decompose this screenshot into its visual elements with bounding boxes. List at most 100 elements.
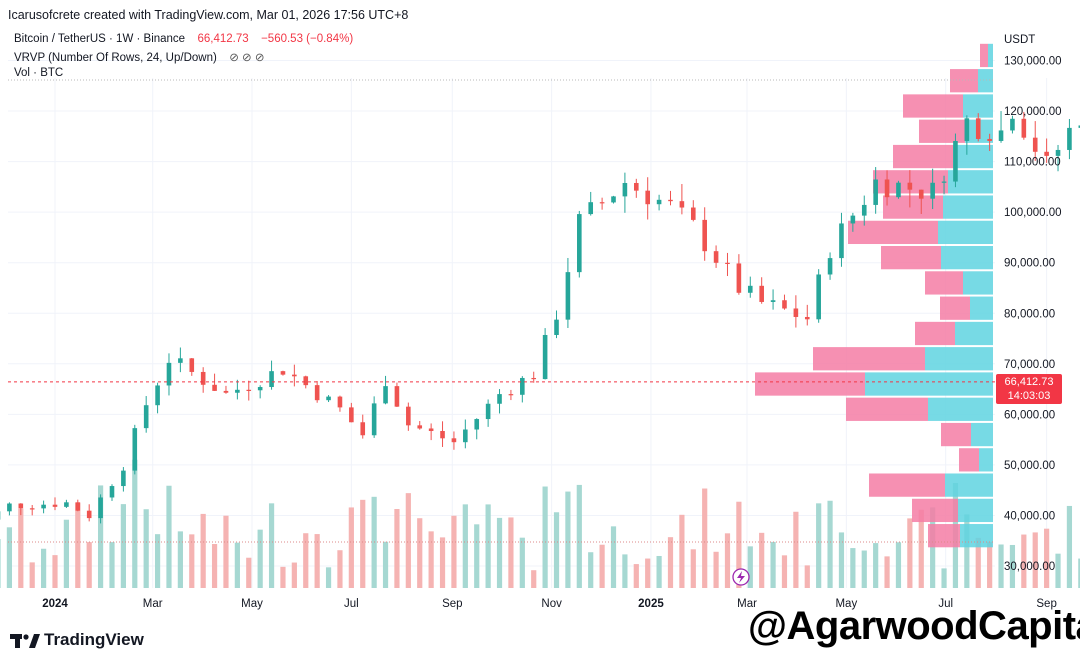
candle-body [394, 386, 400, 407]
volume-bar [360, 499, 366, 588]
candle-body [98, 497, 103, 519]
volume-bar [793, 511, 799, 588]
tradingview-brand[interactable]: TradingView [44, 630, 144, 649]
candle-body [474, 419, 480, 430]
time-tick-label: 2024 [42, 598, 68, 610]
badge-price: 66,412.73 [1004, 376, 1054, 388]
candle-body [953, 141, 958, 182]
vrvp-up-bar [938, 220, 993, 245]
candle-body [166, 362, 172, 386]
candle-body [246, 389, 252, 391]
time-tick-label: Jul [938, 598, 953, 610]
volume-bar [63, 519, 69, 588]
candle-body [565, 272, 571, 320]
candle-body [599, 202, 605, 204]
volume-bar [417, 518, 423, 588]
currency-label[interactable]: USDT [1004, 34, 1036, 46]
vrvp-up-bar [979, 448, 993, 472]
candle-body [1032, 137, 1038, 152]
volume-bar [576, 484, 582, 588]
volume-bar [97, 485, 104, 588]
volume-bar [1009, 544, 1016, 588]
reference-lines [8, 79, 995, 543]
candle-body [770, 300, 776, 302]
tradingview-logo-icon[interactable] [10, 633, 40, 649]
price-badge: 66,412.73 14:03:03 [996, 374, 1062, 404]
symbol-name: Bitcoin / TetherUS · 1W · Binance [14, 33, 186, 45]
candle-body [918, 189, 924, 199]
volume-bar [736, 501, 742, 588]
candle-body [998, 130, 1004, 141]
volume-bar [29, 562, 35, 588]
time-tick-label: May [241, 598, 263, 610]
candle-body [713, 251, 719, 263]
visibility-icons[interactable]: ⊘ ⊘ ⊘ [229, 52, 265, 64]
volume-bar [496, 517, 503, 588]
candle-body [577, 214, 582, 273]
volume-bar [850, 548, 856, 588]
volume-bar [622, 554, 628, 588]
vol-legend[interactable]: Vol · BTC [14, 67, 64, 79]
candle-body [645, 190, 650, 205]
candle-body [257, 387, 263, 391]
volume-bar [1066, 505, 1073, 588]
candle-body [1067, 127, 1072, 150]
volume-bar [873, 543, 879, 588]
volume-bar [1078, 558, 1080, 588]
volume-bar [0, 539, 1, 588]
candle-body [200, 371, 206, 385]
candle-body [656, 199, 662, 205]
candle-body [987, 138, 992, 141]
candle-body [64, 502, 69, 507]
volume-bar [246, 557, 252, 588]
vrvp-down-bar [925, 271, 963, 295]
candle-body [964, 118, 970, 142]
volume-profile [755, 43, 993, 548]
vrvp-up-bar [970, 296, 993, 320]
volume-bar [132, 459, 138, 588]
vrvp-up-bar [928, 397, 993, 421]
vrvp-down-bar [980, 43, 988, 68]
candle-body [622, 182, 628, 197]
volume-bar [75, 502, 81, 588]
vrvp-down-bar [883, 195, 943, 219]
vrvp-down-bar [903, 94, 963, 118]
candle-body [508, 394, 514, 396]
volume-bar [439, 537, 446, 588]
volume-bar [975, 537, 981, 588]
candle-body [178, 358, 183, 363]
vrvp-legend[interactable]: VRVP (Number Of Rows, 24, Up/Down) ⊘ ⊘ ⊘ [14, 50, 265, 64]
price-tick-label: 70,000.00 [1004, 359, 1055, 371]
candle-body [736, 263, 742, 293]
volume-bar [895, 542, 902, 588]
volume-bar [474, 524, 480, 588]
candle-body [371, 403, 377, 436]
candle-body [349, 407, 354, 423]
volume-bar [234, 542, 240, 588]
candle-body [702, 219, 707, 252]
grid [8, 60, 1048, 588]
candle-body [827, 258, 833, 275]
volume-bar [633, 564, 639, 588]
volume-bar [154, 534, 161, 588]
price-tick-label: 130,000.00 [1004, 56, 1062, 68]
time-tick-label: 2025 [638, 598, 664, 610]
candle-body [975, 118, 981, 139]
volume-bar [1055, 553, 1061, 588]
candle-body [314, 385, 320, 401]
candle-body [280, 371, 286, 375]
candle-body [1021, 118, 1027, 138]
price-tick-label: 40,000.00 [1004, 510, 1055, 522]
candle-body [873, 179, 878, 205]
badge-countdown: 14:03:03 [1007, 390, 1051, 402]
volume-bar [759, 532, 765, 588]
volume-bar [816, 503, 822, 588]
candle-body [542, 334, 548, 380]
volume-bar [531, 570, 537, 588]
candle-body [451, 438, 457, 443]
time-tick-label: Mar [737, 598, 757, 610]
symbol-legend[interactable]: Bitcoin / TetherUS · 1W · Binance 66,412… [14, 33, 353, 45]
volume-bar [86, 542, 92, 588]
vrvp-down-bar [813, 347, 925, 371]
